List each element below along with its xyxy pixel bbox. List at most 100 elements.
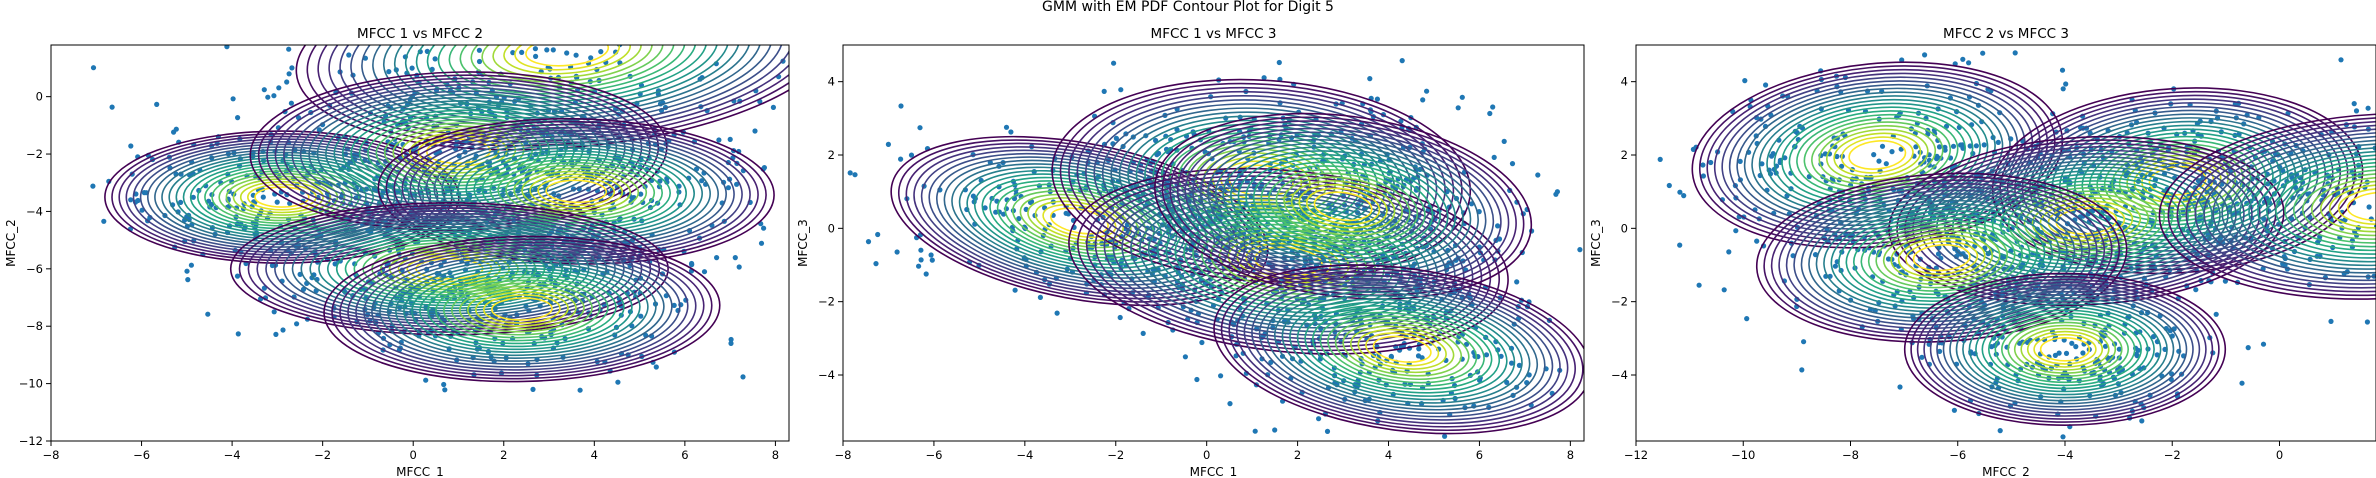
data-point (2134, 353, 2140, 359)
contour-level (1147, 201, 1430, 322)
y-axis-label: MFCC_2 (4, 219, 18, 267)
contour-level (1818, 125, 1937, 185)
data-point (736, 264, 742, 270)
contour-level (2167, 116, 2376, 297)
data-point (230, 96, 236, 102)
x-tick-label: −2 (1107, 448, 1124, 462)
y-tick-label: −6 (26, 262, 43, 276)
contour-level (1077, 171, 1500, 352)
contour-level (425, 135, 727, 248)
x-tick-label: −8 (1842, 448, 1859, 462)
data-point (689, 260, 695, 267)
data-point (1754, 238, 1760, 244)
contour-level (2176, 120, 2376, 293)
contour-level (1228, 270, 1576, 428)
data-point (1455, 105, 1461, 111)
data-point (1227, 401, 1233, 407)
data-point (664, 179, 670, 185)
x-tick-label: 2 (500, 448, 507, 462)
data-point (1832, 263, 1838, 269)
data-point (1037, 294, 1043, 300)
contour-level (363, 250, 681, 368)
data-point (1967, 143, 1973, 149)
data-point (982, 205, 988, 211)
y-tick-label: 2 (1621, 148, 1628, 162)
data-point (638, 313, 644, 319)
contour-level (1251, 281, 1554, 418)
contour-level (1860, 220, 2023, 296)
contour-level (1743, 87, 2011, 223)
data-point (716, 29, 721, 34)
data-point (1801, 339, 1807, 345)
data-point (1834, 153, 1840, 160)
contour-level (316, 96, 601, 206)
data-point (442, 387, 448, 393)
data-point (1733, 228, 1739, 234)
contour-level (1916, 278, 2214, 420)
contour-level (371, 253, 673, 365)
data-point (1634, 472, 1639, 477)
data-point (604, 37, 609, 42)
contour-level (1905, 240, 1979, 275)
contour-level (1144, 123, 1379, 238)
data-point (235, 331, 241, 337)
contour-level (1845, 213, 2038, 302)
contour-level (1127, 115, 1396, 246)
data-point (1799, 367, 1805, 373)
y-tick-label: 0 (828, 221, 835, 235)
data-point (2059, 67, 2066, 73)
data-point (1922, 52, 1928, 58)
data-point (2102, 343, 2109, 349)
contour-level (1923, 281, 2207, 417)
data-point (1702, 265, 1707, 270)
data-point (1763, 82, 1769, 88)
contour-level (1848, 140, 1907, 170)
x-tick-label: 6 (1476, 448, 1483, 462)
contour-level (443, 279, 601, 339)
data-point (634, 11, 639, 16)
data-point (235, 115, 241, 121)
data-point (1367, 76, 1373, 82)
data-point (725, 185, 732, 191)
contour-level (382, 45, 752, 119)
data-point (716, 17, 721, 22)
contour-level (2026, 330, 2104, 368)
data-point (1554, 189, 1560, 195)
contour-level (1840, 136, 1914, 174)
subplot-3: −12 −10 −8 −6 −4 −2 0 −4 −2 0 2 4 MFCC 2 vs MFCC 3 MF… (1589, 26, 2376, 478)
contour-level (2033, 333, 2097, 365)
data-point (409, 65, 415, 71)
data-point (561, 31, 566, 36)
data-point (734, 181, 740, 187)
data-point (190, 194, 196, 200)
data-point (274, 199, 280, 205)
x-tick-label: −12 (1624, 448, 1648, 462)
data-point (748, 45, 750, 46)
data-point (852, 172, 858, 178)
contour-level (1059, 82, 1463, 279)
contour-level (537, 176, 616, 207)
subplot-title: MFCC 2 vs MFCC 3 (1943, 26, 2069, 42)
data-point (1607, 289, 1612, 294)
data-point (550, 47, 556, 53)
data-point (532, 46, 539, 52)
data-point (499, 31, 504, 36)
data-point (1696, 282, 1702, 288)
component-6-contours (2158, 112, 2376, 300)
contour-level (1311, 308, 1493, 391)
contour-level (1327, 315, 1478, 384)
data-point (1182, 354, 1188, 360)
data-point (1140, 330, 1146, 336)
contour-level (2275, 161, 2376, 252)
data-point (1595, 439, 1600, 444)
data-point (1027, 199, 1034, 205)
data-point (1003, 124, 1010, 130)
data-point (754, 37, 759, 42)
data-point (1495, 223, 1501, 229)
contour-level (2194, 127, 2376, 285)
data-point (602, 36, 607, 41)
data-point (2012, 50, 2018, 56)
x-tick-label: 8 (772, 448, 779, 462)
contour-level (467, 288, 577, 330)
